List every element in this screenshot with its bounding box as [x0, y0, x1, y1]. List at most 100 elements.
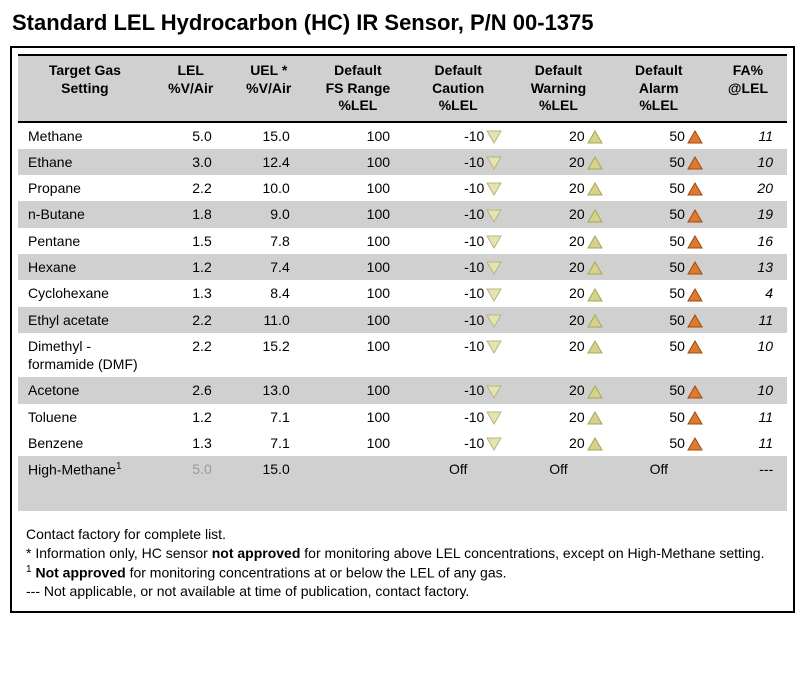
cell-fa: 11 [709, 307, 787, 333]
cell-fa: 20 [709, 175, 787, 201]
cell-alarm: 50 [609, 228, 709, 254]
table-row: Cyclohexane1.38.4100-1020504 [18, 280, 787, 306]
table-row: Benzene1.37.1100-10205011 [18, 430, 787, 456]
column-header: FA%@LEL [709, 55, 787, 122]
warning-icon [585, 435, 603, 451]
cell-gas-name: Dimethyl - formamide (DMF) [18, 333, 152, 377]
cell-alarm: 50 [609, 430, 709, 456]
cell-alarm: 50 [609, 280, 709, 306]
cell-fa: 11 [709, 404, 787, 430]
cell-alarm: Off [609, 456, 709, 483]
warning-icon [585, 409, 603, 425]
caution-icon [484, 285, 502, 301]
cell-gas-name: Toluene [18, 404, 152, 430]
footnote-line: 1 Not approved for monitoring concentrat… [26, 563, 779, 583]
cell-fs-range: 100 [308, 228, 408, 254]
table-row: Propane2.210.0100-10205020 [18, 175, 787, 201]
alarm-icon [685, 382, 703, 398]
cell-caution: -10 [408, 430, 508, 456]
cell-caution: -10 [408, 333, 508, 377]
alarm-icon [685, 312, 703, 328]
cell-uel: 12.4 [230, 149, 308, 175]
warning-icon [585, 382, 603, 398]
cell-alarm: 50 [609, 404, 709, 430]
cell-uel: 15.0 [230, 456, 308, 483]
cell-lel: 2.6 [152, 377, 230, 403]
cell-uel: 13.0 [230, 377, 308, 403]
warning-icon [585, 312, 603, 328]
footnote-line: --- Not applicable, or not available at … [26, 582, 779, 601]
cell-fa: 10 [709, 333, 787, 377]
cell-fa: --- [709, 456, 787, 483]
cell-lel: 5.0 [152, 456, 230, 483]
table-row: Dimethyl - formamide (DMF)2.215.2100-102… [18, 333, 787, 377]
cell-gas-name: Benzene [18, 430, 152, 456]
warning-icon [585, 154, 603, 170]
cell-caution: -10 [408, 377, 508, 403]
cell-fs-range: 100 [308, 430, 408, 456]
caution-icon [484, 338, 502, 354]
cell-fa: 11 [709, 430, 787, 456]
cell-fa: 10 [709, 149, 787, 175]
cell-caution: -10 [408, 201, 508, 227]
cell-gas-name: High-Methane1 [18, 456, 152, 483]
cell-fs-range: 100 [308, 307, 408, 333]
cell-gas-name: Hexane [18, 254, 152, 280]
cell-caution: -10 [408, 404, 508, 430]
cell-fs-range: 100 [308, 149, 408, 175]
column-header: Target GasSetting [18, 55, 152, 122]
alarm-icon [685, 409, 703, 425]
cell-fs-range: 100 [308, 280, 408, 306]
cell-alarm: 50 [609, 201, 709, 227]
cell-uel: 15.0 [230, 122, 308, 149]
caution-icon [484, 154, 502, 170]
cell-fs-range: 100 [308, 201, 408, 227]
cell-fa: 19 [709, 201, 787, 227]
cell-alarm: 50 [609, 149, 709, 175]
footnote-line: * Information only, HC sensor not approv… [26, 544, 779, 563]
column-header: DefaultFS Range%LEL [308, 55, 408, 122]
cell-warning: 20 [508, 254, 608, 280]
cell-alarm: 50 [609, 307, 709, 333]
cell-lel: 1.2 [152, 254, 230, 280]
cell-lel: 3.0 [152, 149, 230, 175]
cell-lel: 1.3 [152, 280, 230, 306]
cell-fa: 13 [709, 254, 787, 280]
warning-icon [585, 285, 603, 301]
caution-icon [484, 259, 502, 275]
cell-uel: 11.0 [230, 307, 308, 333]
column-header: DefaultWarning%LEL [508, 55, 608, 122]
cell-caution: -10 [408, 122, 508, 149]
cell-warning: 20 [508, 280, 608, 306]
cell-warning: 20 [508, 175, 608, 201]
cell-uel: 9.0 [230, 201, 308, 227]
cell-gas-name: Ethane [18, 149, 152, 175]
alarm-icon [685, 338, 703, 354]
cell-caution: Off [408, 456, 508, 483]
cell-gas-name: Propane [18, 175, 152, 201]
cell-lel: 1.3 [152, 430, 230, 456]
alarm-icon [685, 128, 703, 144]
cell-fa: 16 [709, 228, 787, 254]
cell-uel: 7.8 [230, 228, 308, 254]
table-row: High-Methane15.015.0OffOffOff--- [18, 456, 787, 483]
caution-icon [484, 312, 502, 328]
alarm-icon [685, 233, 703, 249]
table-row: Hexane1.27.4100-10205013 [18, 254, 787, 280]
cell-gas-name: n-Butane [18, 201, 152, 227]
cell-fs-range: 100 [308, 404, 408, 430]
cell-warning: Off [508, 456, 608, 483]
cell-warning: 20 [508, 201, 608, 227]
cell-fs-range: 100 [308, 175, 408, 201]
cell-uel: 7.1 [230, 404, 308, 430]
cell-alarm: 50 [609, 122, 709, 149]
cell-uel: 10.0 [230, 175, 308, 201]
caution-icon [484, 435, 502, 451]
cell-caution: -10 [408, 307, 508, 333]
cell-fs-range: 100 [308, 254, 408, 280]
cell-gas-name: Ethyl acetate [18, 307, 152, 333]
cell-lel: 2.2 [152, 175, 230, 201]
warning-icon [585, 180, 603, 196]
warning-icon [585, 233, 603, 249]
warning-icon [585, 206, 603, 222]
